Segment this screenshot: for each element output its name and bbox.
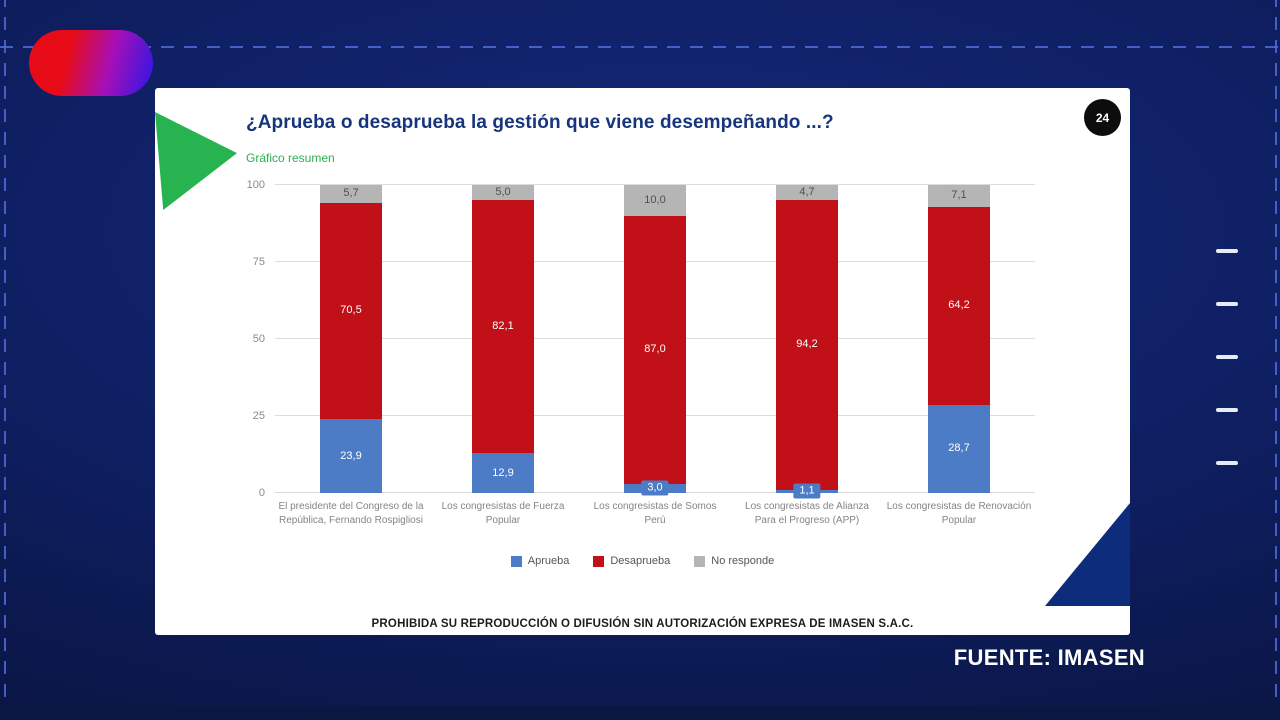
bar-value-label: 12,9 xyxy=(492,466,514,479)
plot-area: 0 25 50 75 100 23,9 70,5 5,7 12,9 82,1 5,0 3,0 87,0 1… xyxy=(247,179,1035,499)
bar-column: 28,7 64,2 7,1 xyxy=(883,185,1035,493)
bar-segment-no-responde: 4,7 xyxy=(776,185,838,200)
tick-dash xyxy=(1216,249,1238,253)
bar-segment-no-responde: 5,0 xyxy=(472,185,534,201)
legend-label: No responde xyxy=(711,555,775,567)
legend-swatch xyxy=(593,555,605,567)
bar-value-label: 1,1 xyxy=(793,483,821,499)
left-dashed-line xyxy=(4,0,6,720)
stacked-bar: 12,9 82,1 5,0 xyxy=(472,185,534,493)
bar-segment-desaprueba: 64,2 xyxy=(928,206,990,405)
chart-card: 24 ¿Aprueba o desaprueba la gestión que … xyxy=(155,88,1130,635)
bar-segment-desaprueba: 87,0 xyxy=(624,215,686,484)
bar-column: 23,9 70,5 5,7 xyxy=(275,185,427,493)
source-attribution: FUENTE: IMASEN xyxy=(953,645,1145,670)
legend-item: Aprueba xyxy=(510,555,570,567)
stacked-bar: 1,1 94,2 4,7 xyxy=(776,185,838,499)
stacked-bar: 23,9 70,5 5,7 xyxy=(320,185,382,493)
bar-value-label: 64,2 xyxy=(948,299,970,312)
bar-segment-aprueba: 3,0 xyxy=(624,480,686,496)
y-axis-tick-label: 100 xyxy=(246,179,265,191)
bar-value-label: 7,1 xyxy=(951,189,967,202)
x-axis-category-label: Los congresistas de Alianza Para el Prog… xyxy=(745,501,869,526)
bar-value-label: 4,7 xyxy=(799,185,815,198)
bar-segment-desaprueba: 82,1 xyxy=(472,200,534,454)
bar-value-label: 3,0 xyxy=(641,480,669,496)
bar-column: 1,1 94,2 4,7 xyxy=(731,185,883,499)
tick-dash xyxy=(1216,302,1238,306)
bar-value-label: 94,2 xyxy=(796,338,818,351)
bar-value-label: 5,0 xyxy=(495,186,511,199)
legend-label: Aprueba xyxy=(527,555,570,567)
bar-segment-desaprueba: 70,5 xyxy=(320,202,382,420)
tick-dash xyxy=(1216,408,1238,412)
bar-segment-no-responde: 7,1 xyxy=(928,185,990,207)
bar-value-label: 10,0 xyxy=(644,193,666,206)
legend: Aprueba Desaprueba No responde xyxy=(155,555,1130,567)
y-axis-tick-label: 0 xyxy=(258,487,265,499)
bar-segment-desaprueba: 94,2 xyxy=(776,199,838,490)
bar-segment-aprueba: 1,1 xyxy=(776,483,838,499)
tick-dash xyxy=(1216,461,1238,465)
bar-segment-aprueba: 28,7 xyxy=(928,404,990,493)
legend-item: No responde xyxy=(694,555,774,567)
bar-value-label: 23,9 xyxy=(340,449,362,462)
channel-logo xyxy=(29,30,153,96)
bar-value-label: 87,0 xyxy=(644,343,666,356)
bar-column: 12,9 82,1 5,0 xyxy=(427,185,579,493)
bar-value-label: 82,1 xyxy=(492,320,514,333)
y-axis-tick-label: 50 xyxy=(252,333,265,345)
legend-label: Desaprueba xyxy=(610,555,671,567)
top-dashed-line xyxy=(0,46,1280,48)
bar-value-label: 5,7 xyxy=(343,187,359,200)
x-axis-category-label: Los congresistas de Fuerza Popular xyxy=(441,501,565,526)
bar-segment-no-responde: 5,7 xyxy=(320,185,382,203)
x-axis-category-label: Los congresistas de Renovación Popular xyxy=(886,501,1032,526)
right-dashed-line xyxy=(1275,0,1277,720)
legend-swatch xyxy=(694,555,706,567)
bar-value-label: 70,5 xyxy=(340,304,362,317)
gridline xyxy=(275,184,1035,185)
x-axis-labels: El presidente del Congreso de la Repúbli… xyxy=(275,500,1035,528)
stacked-bar: 28,7 64,2 7,1 xyxy=(928,185,990,493)
slide-number-badge: 24 xyxy=(1084,99,1121,136)
stacked-bar: 3,0 87,0 10,0 xyxy=(624,185,686,496)
x-axis-category-label: El presidente del Congreso de la Repúbli… xyxy=(278,501,424,526)
bar-column: 3,0 87,0 10,0 xyxy=(579,185,731,496)
x-axis-category-label: Los congresistas de Somos Perú xyxy=(593,501,717,526)
side-tick-marks xyxy=(1216,249,1238,465)
y-axis-tick-label: 25 xyxy=(252,410,265,422)
copyright-disclaimer: PROHIBIDA SU REPRODUCCIÓN O DIFUSIÓN SIN… xyxy=(371,618,914,630)
bar-segment-no-responde: 10,0 xyxy=(624,185,686,216)
chart-subtitle: Gráfico resumen xyxy=(246,151,335,165)
bar-segment-aprueba: 12,9 xyxy=(472,453,534,493)
bars-container: 23,9 70,5 5,7 12,9 82,1 5,0 3,0 87,0 10,0 1,1 94,2… xyxy=(275,185,1035,499)
bottom-bar xyxy=(0,706,1280,720)
bar-segment-aprueba: 23,9 xyxy=(320,419,382,493)
chart-title: ¿Aprueba o desaprueba la gestión que vie… xyxy=(246,112,834,133)
green-corner-accent xyxy=(155,112,237,210)
legend-item: Desaprueba xyxy=(593,555,670,567)
tick-dash xyxy=(1216,355,1238,359)
bar-value-label: 28,7 xyxy=(948,442,970,455)
legend-swatch xyxy=(510,555,522,567)
y-axis-tick-label: 75 xyxy=(252,256,265,268)
